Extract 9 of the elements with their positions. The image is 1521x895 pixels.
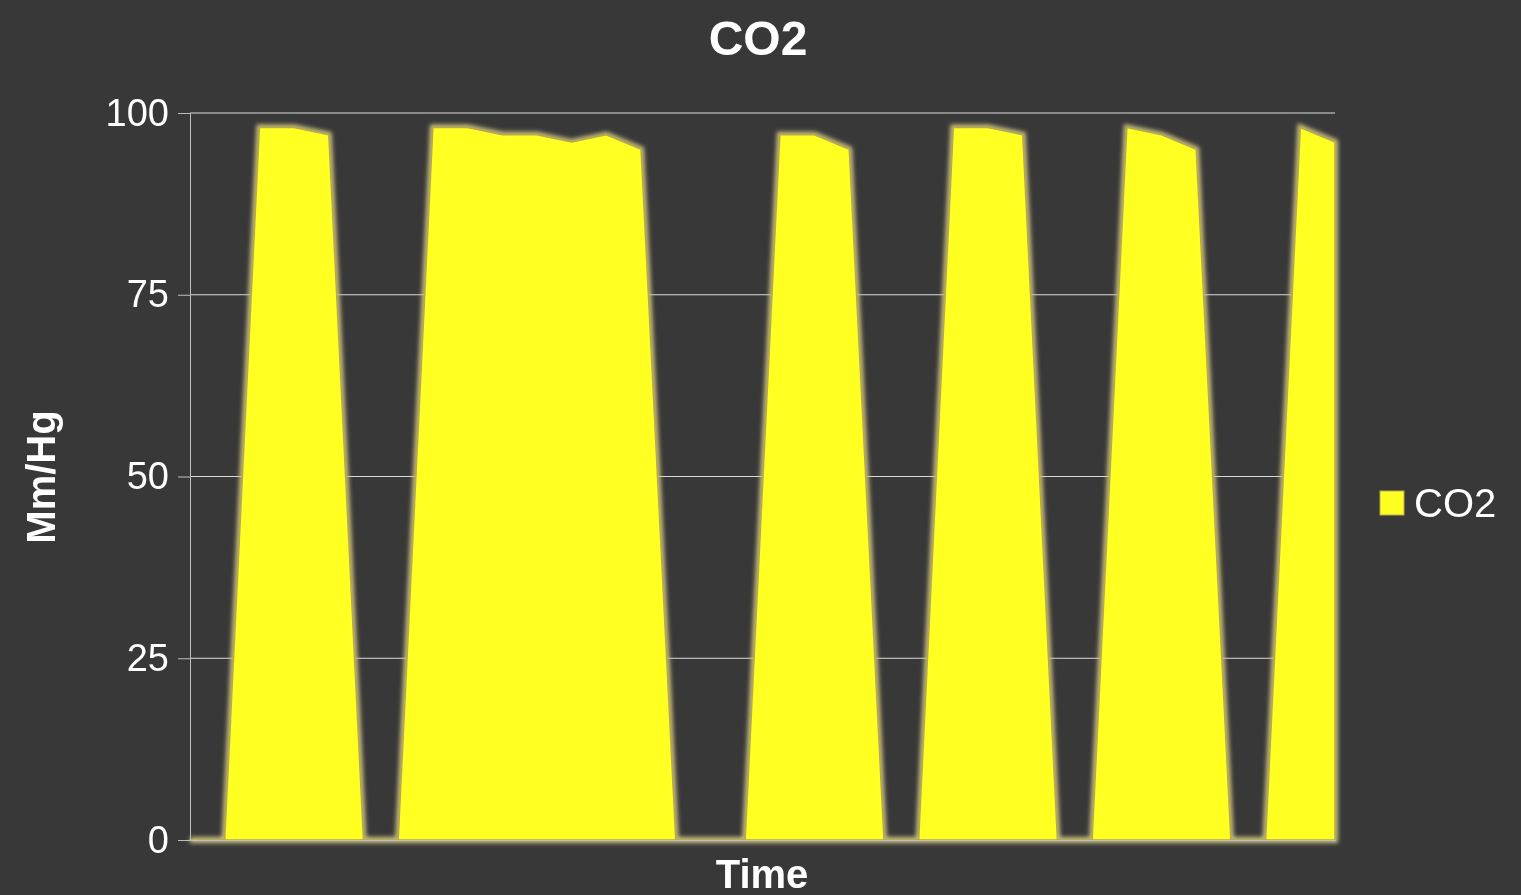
y-tick-label: 75	[126, 273, 169, 316]
chart-title: CO2	[708, 12, 808, 65]
legend-label: CO2	[1414, 481, 1497, 525]
y-tick-label: 50	[126, 455, 169, 498]
y-tick-label: 0	[147, 818, 169, 861]
y-tick-label: 100	[105, 91, 169, 134]
x-axis-title: Time	[715, 852, 809, 895]
y-axis-title: Mm/Hg	[19, 410, 63, 544]
y-tick-label: 25	[126, 636, 169, 679]
